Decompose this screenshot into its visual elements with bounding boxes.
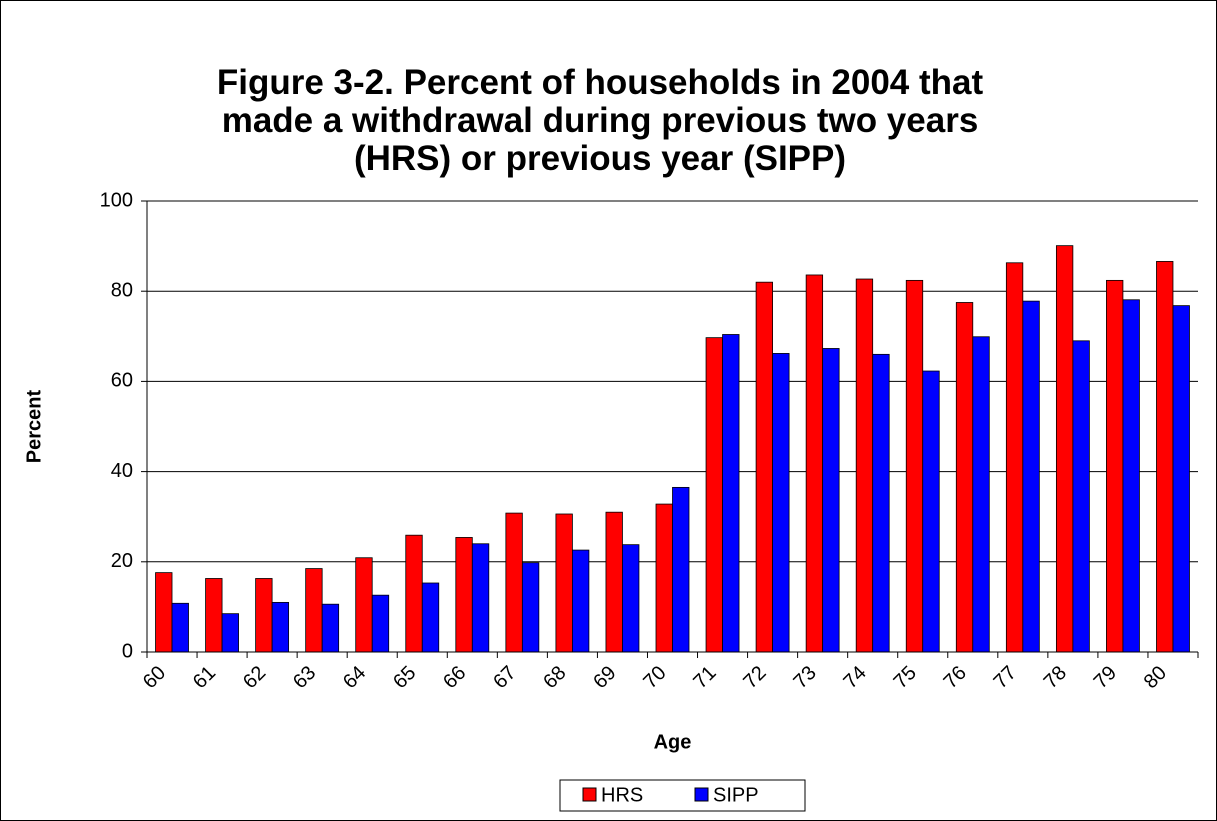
x-axis-label: Age	[654, 731, 692, 753]
bar	[1005, 262, 1024, 653]
y-tick-label: 100	[100, 189, 133, 211]
bar	[1156, 261, 1174, 653]
bar	[1122, 299, 1140, 653]
bar	[672, 486, 690, 653]
y-axis-label: Percent	[23, 389, 45, 463]
bar	[271, 601, 290, 653]
bar	[405, 534, 423, 653]
bar	[421, 582, 440, 653]
y-tick-label: 80	[111, 279, 133, 301]
legend-box	[559, 779, 806, 812]
bar	[205, 578, 223, 653]
bar	[355, 557, 373, 653]
bar	[972, 336, 990, 653]
bar	[255, 578, 273, 653]
bar	[872, 353, 890, 653]
legend-label: SIPP	[713, 784, 759, 806]
bar	[955, 302, 974, 653]
chart-title: Figure 3-2. Percent of households in 200…	[216, 63, 984, 178]
legend-swatch	[582, 787, 597, 802]
bar	[1106, 279, 1124, 653]
bar	[221, 613, 239, 653]
y-tick-label: 20	[111, 550, 133, 572]
bar	[471, 543, 490, 653]
bar	[622, 544, 640, 653]
bar	[805, 274, 824, 653]
bar	[305, 568, 323, 653]
bar	[722, 334, 740, 653]
bar	[555, 513, 573, 653]
bar	[371, 594, 390, 653]
bar	[705, 337, 723, 653]
bar	[755, 281, 773, 653]
bar	[922, 370, 940, 653]
y-tick-label: 40	[111, 460, 133, 482]
bar	[155, 572, 173, 653]
bar	[772, 353, 790, 653]
bar	[321, 603, 340, 653]
bar	[605, 511, 623, 653]
y-tick-label: 60	[111, 370, 133, 392]
y-tick-label: 0	[122, 640, 133, 662]
bar	[521, 562, 540, 653]
bar	[655, 503, 673, 653]
bar	[572, 549, 590, 653]
bar	[505, 512, 523, 653]
bar	[455, 537, 473, 653]
bar	[855, 278, 874, 653]
bar	[171, 602, 189, 653]
bar	[1172, 305, 1190, 653]
legend-label: HRS	[601, 784, 643, 806]
bar	[1072, 340, 1090, 653]
bar	[1022, 300, 1040, 653]
bar	[905, 279, 924, 653]
bar	[1055, 245, 1074, 653]
bar	[822, 348, 840, 653]
legend-swatch	[694, 787, 709, 802]
